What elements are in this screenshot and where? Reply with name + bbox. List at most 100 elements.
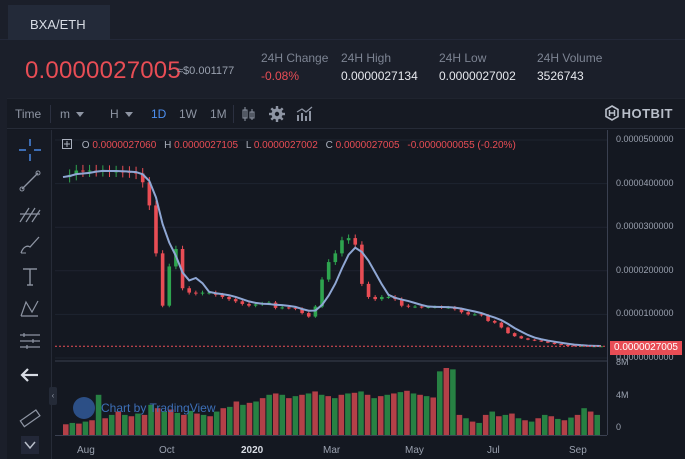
period-1m[interactable]: 1M	[210, 107, 227, 121]
stat-value: -0.08%	[261, 69, 300, 83]
candle-body	[326, 262, 331, 280]
volume-bar	[233, 401, 240, 435]
chevron-down-icon	[76, 112, 84, 118]
candle-body	[346, 238, 351, 241]
measure-icon[interactable]	[17, 328, 43, 354]
volume-bar	[463, 418, 469, 435]
volume-bar	[587, 411, 594, 435]
trend-line-icon[interactable]	[17, 168, 43, 194]
volume-bar	[443, 368, 450, 435]
tradingview-watermark: Chart by TradingView	[73, 397, 216, 419]
candle-body	[360, 244, 364, 284]
pattern-icon[interactable]	[17, 296, 43, 322]
time-tick-label: 2020	[241, 445, 264, 456]
hour-dropdown[interactable]: H	[110, 107, 133, 121]
time-tick-label: Jul	[487, 445, 500, 456]
candle-body	[506, 327, 510, 334]
crosshair-icon[interactable]	[17, 137, 43, 163]
candle-body	[466, 312, 470, 315]
volume-bar	[312, 391, 318, 435]
candle-body	[313, 306, 318, 317]
candle-body	[233, 299, 238, 302]
trading-chart: Time m H 1D 1W 1M HOTBIT	[7, 98, 685, 459]
gear-icon[interactable]	[268, 105, 286, 123]
volume-bar	[82, 421, 89, 435]
candle-body	[532, 339, 537, 341]
candle-body	[300, 308, 304, 314]
expand-legend-icon[interactable]	[62, 139, 72, 149]
volume-bar	[122, 414, 128, 435]
indicators-icon[interactable]	[296, 106, 314, 122]
candle-body	[386, 296, 391, 298]
volume-tick-label: 4M	[616, 389, 629, 400]
collapse-toolbar-handle[interactable]: ‹	[49, 387, 57, 405]
stat-24h-low: 24H Low 0.0000027002	[439, 51, 516, 83]
volume-bar	[377, 396, 384, 435]
volume-bar	[181, 414, 187, 435]
price-header: 0.0000027005 ≈$0.001177 24H Change -0.08…	[0, 40, 685, 98]
time-button[interactable]: Time	[15, 107, 42, 121]
time-tick-label: May	[405, 445, 424, 456]
candle-body	[572, 345, 577, 347]
chevron-down-icon[interactable]	[21, 436, 39, 454]
volume-bar	[246, 402, 253, 435]
price-plot[interactable]	[55, 130, 607, 435]
hotbit-logo: HOTBIT	[604, 105, 673, 121]
price-tick-label: 0.0000400000	[616, 177, 674, 188]
pair-tab[interactable]: BXA/ETH	[8, 5, 110, 40]
volume-bar	[194, 413, 200, 435]
period-1w[interactable]: 1W	[179, 107, 197, 121]
pitchfork-icon[interactable]	[17, 200, 43, 226]
brush-icon[interactable]	[17, 232, 43, 258]
candle-body	[74, 170, 79, 175]
volume-bar	[364, 394, 371, 435]
volume-bar	[489, 411, 496, 435]
volume-bar	[371, 398, 377, 435]
price-axis[interactable]: 0.0000500000 0.0000400000 0.0000300000 0.00…	[607, 130, 685, 435]
candle-body	[373, 296, 377, 300]
text-tool-icon[interactable]	[17, 264, 43, 290]
stat-24h-change: 24H Change -0.08%	[261, 51, 328, 83]
candle-body	[81, 170, 85, 172]
toolbar-divider	[233, 105, 234, 123]
last-price-usd: ≈$0.001177	[177, 65, 235, 77]
candle-body	[526, 338, 530, 340]
stat-label: 24H Low	[439, 51, 487, 65]
volume-bar	[358, 391, 364, 435]
volume-bar	[450, 369, 456, 435]
change-value: -0.0000000055 (-0.20%)	[407, 140, 516, 151]
candle-type-icon[interactable]	[240, 106, 256, 122]
volume-bar	[128, 416, 135, 435]
candle-body	[306, 313, 311, 317]
price-tick-label: 0.0000000000	[616, 352, 674, 362]
candle-body	[413, 306, 417, 308]
volume-bar	[200, 414, 207, 435]
candle-body	[160, 253, 165, 306]
candle-body	[200, 292, 205, 294]
time-axis[interactable]: Aug Oct 2020 Mar May Jul Sep	[55, 435, 607, 459]
candle-body	[492, 320, 497, 323]
candle-body	[320, 279, 324, 307]
tradingview-watermark-text: Chart by TradingView	[101, 401, 216, 415]
stat-value: 0.0000027002	[439, 69, 516, 83]
hotbit-brand-text: HOTBIT	[621, 106, 673, 121]
volume-bar	[240, 404, 246, 435]
volume-bar	[423, 396, 430, 435]
arrow-left-icon[interactable]	[17, 362, 43, 388]
minute-dropdown[interactable]: m	[60, 107, 84, 121]
candle-body	[479, 314, 484, 316]
period-1d[interactable]: 1D	[151, 107, 167, 121]
volume-bar	[555, 418, 561, 435]
volume-bar	[351, 392, 358, 435]
volume-bar	[272, 393, 279, 435]
candle-body	[154, 205, 158, 254]
candle-body	[380, 296, 384, 300]
candle-body	[207, 292, 211, 294]
volume-bar	[561, 420, 568, 435]
ruler-icon[interactable]	[17, 406, 43, 432]
volume-bar	[417, 394, 423, 435]
volume-bar	[404, 390, 410, 435]
time-tick-label: Aug	[77, 445, 95, 456]
pair-tab-bar: BXA/ETH	[0, 0, 685, 40]
candle-body	[280, 307, 284, 309]
